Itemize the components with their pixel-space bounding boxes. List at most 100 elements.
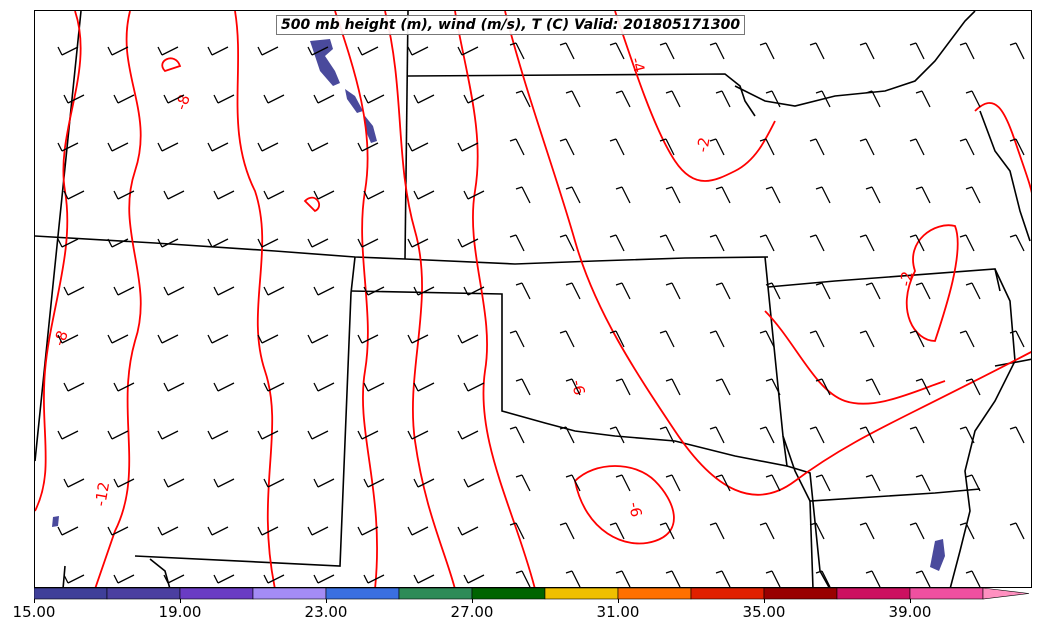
wind-barb: [909, 138, 925, 156]
wind-barb: [859, 234, 875, 252]
temperature-contour: [161, 57, 182, 73]
colorbar-segment: [34, 587, 108, 600]
temperature-contour: [384, 11, 456, 587]
wind-barb: [213, 190, 235, 200]
wind-barb: [263, 286, 285, 296]
wind-barb: [509, 42, 525, 60]
boundary-line: [979, 110, 1031, 242]
wind-barb: [565, 282, 581, 300]
wind-barb: [815, 378, 831, 396]
wind-barb: [759, 522, 775, 540]
wind-barb: [313, 94, 335, 104]
temperature-contour: [574, 465, 675, 545]
boundary-line: [786, 465, 830, 587]
wind-barb: [815, 90, 831, 108]
shaded-region: [345, 89, 363, 113]
wind-barb: [609, 234, 625, 252]
wind-barb: [615, 90, 631, 108]
wind-barb: [157, 238, 179, 248]
wind-barb: [759, 234, 775, 252]
wind-barb: [915, 474, 931, 492]
wind-barb: [659, 522, 675, 540]
temperature-contour: [303, 196, 320, 213]
wind-barb: [859, 522, 875, 540]
wind-barb: [859, 42, 875, 60]
boundary-line: [149, 558, 171, 587]
wind-barb: [515, 186, 531, 204]
wind-barb: [659, 42, 675, 60]
wind-barb: [413, 478, 435, 488]
wind-barb: [107, 238, 129, 248]
wind-barb: [709, 138, 725, 156]
colorbar-tick-mark: [326, 599, 327, 603]
map-panel: -8 -8 -4 -2 -2 -6 -6 -12: [34, 10, 1032, 588]
wind-barb: [815, 186, 831, 204]
wind-barb: [313, 190, 335, 200]
shaded-region: [310, 39, 340, 86]
wind-barb: [363, 190, 385, 200]
wind-barb: [413, 286, 435, 296]
wind-barb: [815, 570, 831, 587]
wind-barb: [407, 430, 429, 440]
wind-barb: [609, 330, 625, 348]
wind-barb: [509, 426, 525, 444]
wind-barb: [463, 382, 485, 392]
wind-barb: [715, 474, 731, 492]
colorbar-tick-mark: [472, 599, 473, 603]
wind-barb: [107, 46, 129, 56]
boundary-line: [809, 500, 814, 587]
temperature-contour: [454, 11, 536, 587]
wind-barb: [63, 574, 85, 584]
wind-barb: [959, 138, 975, 156]
wind-barb: [715, 186, 731, 204]
wind-barb: [865, 378, 881, 396]
wind-barb: [457, 430, 479, 440]
wind-barb: [263, 94, 285, 104]
contour-label: -12: [91, 480, 113, 507]
boundary-line: [404, 11, 409, 260]
wind-barb: [413, 94, 435, 104]
wind-barb: [759, 138, 775, 156]
colorbar-segment: [617, 587, 692, 600]
temperature-contour: [905, 224, 959, 342]
wind-barb: [113, 190, 135, 200]
wind-barb: [407, 142, 429, 152]
wind-barb: [107, 142, 129, 152]
wind-barb: [965, 474, 981, 492]
wind-barb: [665, 570, 681, 587]
wind-barb: [257, 526, 279, 536]
wind-barb: [615, 186, 631, 204]
wind-barb: [213, 382, 235, 392]
boundary-line: [35, 235, 769, 265]
wind-barb: [965, 186, 981, 204]
wind-barb: [765, 282, 781, 300]
temperature-contours: [35, 11, 1031, 587]
wind-barb: [559, 138, 575, 156]
wind-barb: [213, 478, 235, 488]
wind-barb: [213, 94, 235, 104]
wind-barb: [463, 190, 485, 200]
wind-barb: [659, 426, 675, 444]
wind-barb: [809, 42, 825, 60]
wind-barb: [157, 142, 179, 152]
wind-barb: [1009, 330, 1025, 348]
temperature-contour: [764, 310, 946, 405]
colorbar-segment: [398, 587, 473, 600]
wind-barb: [559, 234, 575, 252]
wind-barb: [809, 522, 825, 540]
wind-barb: [615, 474, 631, 492]
wind-barb: [809, 234, 825, 252]
wind-barb: [257, 46, 279, 56]
shaded-region: [52, 516, 59, 527]
wind-barb: [909, 426, 925, 444]
wind-barb: [107, 430, 129, 440]
wind-barb: [615, 282, 631, 300]
wind-barb: [759, 330, 775, 348]
contour-label: -8: [172, 92, 194, 112]
wind-barb: [113, 382, 135, 392]
wind-barb: [457, 526, 479, 536]
wind-barb: [113, 286, 135, 296]
wind-barb: [909, 522, 925, 540]
wind-barb: [1009, 138, 1025, 156]
wind-barb: [615, 570, 631, 587]
